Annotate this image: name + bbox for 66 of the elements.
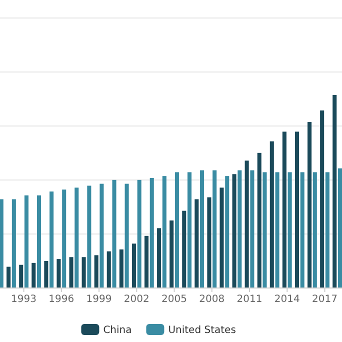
bar xyxy=(137,180,142,288)
bar xyxy=(12,199,16,288)
bar xyxy=(170,220,174,288)
bar xyxy=(262,172,267,288)
bar xyxy=(74,188,79,288)
bar xyxy=(32,262,36,288)
bar xyxy=(225,176,230,288)
bar xyxy=(294,132,300,288)
bar xyxy=(300,172,304,288)
bar xyxy=(312,172,317,288)
bar xyxy=(82,257,86,288)
x-tick-label: 2005 xyxy=(162,294,187,305)
bar xyxy=(244,160,249,288)
bar xyxy=(144,236,149,288)
bar xyxy=(132,244,136,288)
bar xyxy=(24,195,28,288)
bar xyxy=(282,132,286,288)
bar xyxy=(62,190,66,288)
bar xyxy=(338,168,342,288)
bar xyxy=(94,255,98,288)
bar xyxy=(288,172,292,288)
bar xyxy=(182,210,186,288)
bar xyxy=(162,176,166,288)
x-tick-label: 1993 xyxy=(11,294,37,305)
bar xyxy=(50,192,54,288)
bar xyxy=(106,251,111,288)
bar xyxy=(270,141,274,288)
x-tick-label: 1999 xyxy=(86,294,112,305)
bar xyxy=(44,260,48,288)
bar xyxy=(36,195,42,288)
bar xyxy=(112,180,116,288)
bar xyxy=(275,172,280,288)
bar xyxy=(6,266,11,288)
bar xyxy=(174,172,179,288)
bar xyxy=(200,170,204,288)
bar xyxy=(87,186,92,288)
bar xyxy=(0,199,4,288)
bar xyxy=(69,257,74,288)
bar xyxy=(320,110,324,288)
bar xyxy=(220,188,224,288)
bar xyxy=(257,152,262,288)
x-tick-label: 2014 xyxy=(274,294,300,305)
x-tick-label: 2008 xyxy=(199,294,225,305)
bar xyxy=(157,228,162,288)
bar xyxy=(207,197,212,288)
bar xyxy=(308,122,312,288)
bar xyxy=(250,170,254,288)
x-tick-label: 2011 xyxy=(236,294,262,305)
bar xyxy=(19,264,24,288)
x-tick-label: 2002 xyxy=(124,294,150,305)
bar xyxy=(212,170,217,288)
legend-label: United States xyxy=(168,325,236,336)
bar xyxy=(56,259,61,288)
bar xyxy=(325,172,330,288)
bar xyxy=(119,249,124,288)
bar xyxy=(194,199,199,288)
bar xyxy=(124,184,129,288)
bar xyxy=(187,172,192,288)
x-tick-label: 2017 xyxy=(312,294,338,305)
bar xyxy=(332,95,337,288)
bar xyxy=(100,184,104,288)
bar xyxy=(150,178,154,288)
x-tick-label: 1996 xyxy=(48,294,74,305)
bar xyxy=(238,170,242,288)
legend-label: China xyxy=(103,325,132,336)
bar xyxy=(232,174,236,288)
